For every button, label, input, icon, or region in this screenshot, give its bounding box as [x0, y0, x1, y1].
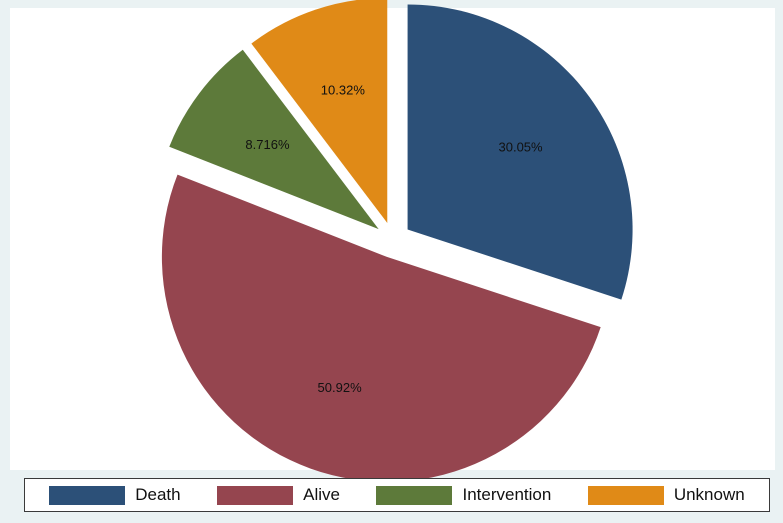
pie-slice-alive — [161, 174, 601, 482]
legend-item-death: Death — [49, 485, 181, 505]
slice-label-intervention: 8.716% — [245, 137, 290, 152]
slice-label-alive: 50.92% — [318, 380, 363, 395]
slice-label-death: 30.05% — [499, 140, 544, 155]
legend-swatch-alive — [217, 485, 294, 505]
legend-label-death: Death — [135, 485, 181, 504]
legend-label-intervention: Intervention — [462, 485, 552, 504]
legend-swatch-unknown — [587, 485, 664, 505]
legend-item-alive: Alive — [217, 485, 340, 505]
legend-item-intervention: Intervention — [376, 485, 551, 505]
legend-item-unknown: Unknown — [587, 485, 745, 505]
legend: Death Alive Intervention Unknown — [24, 478, 770, 512]
pie-slice-unknown — [251, 0, 388, 223]
legend-swatch-intervention — [376, 485, 453, 505]
legend-label-unknown: Unknown — [673, 485, 745, 504]
legend-swatch-death — [49, 485, 126, 505]
pie-slice-death — [407, 4, 633, 300]
pie-slice-intervention — [169, 49, 379, 230]
slice-label-unknown: 10.32% — [321, 83, 366, 98]
legend-label-alive: Alive — [303, 485, 340, 504]
